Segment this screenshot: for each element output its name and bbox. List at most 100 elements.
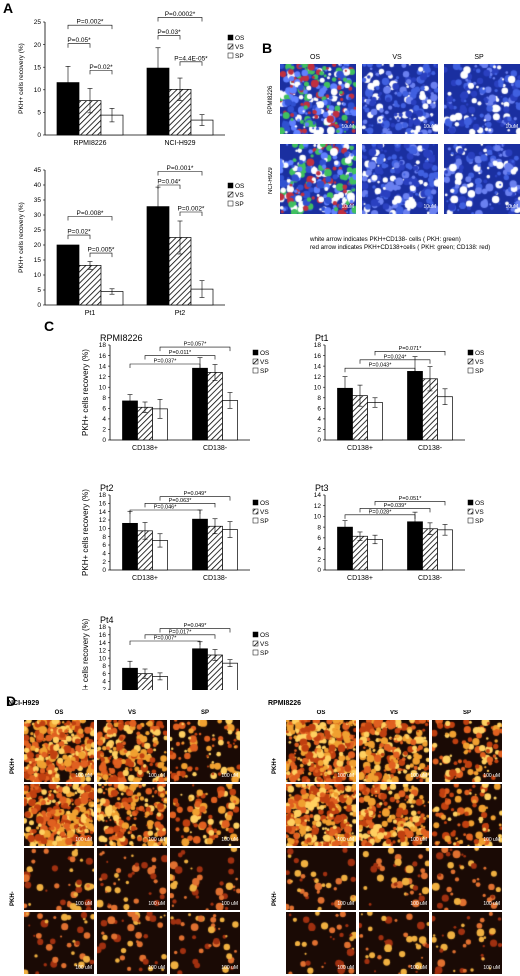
a1-category-label: RPMI8226 (73, 140, 106, 147)
c1-y-tick-label: 12 (99, 374, 107, 381)
c3-category-label: CD138- (203, 575, 228, 582)
panel-d-micrograph: 100 uM (170, 912, 240, 974)
a1-legend-label: SP (235, 53, 244, 60)
a2-significance-bracket (179, 211, 203, 216)
a2-significance-bracket (67, 234, 91, 240)
panel-d-micrograph: 100 uM (286, 912, 356, 974)
c1-y-axis-label: PKH+ cells recovery (%) (81, 349, 90, 436)
panel-d-micrograph: 100 uM (170, 784, 240, 846)
a1-y-tick-label: 25 (34, 19, 42, 26)
c5-bar-sp (222, 662, 238, 690)
panel-d-micrograph: 100 uM (97, 912, 167, 974)
c1-p-value: P=0.011* (169, 350, 192, 356)
a1-p-value: P=0.05* (67, 37, 91, 44)
c1-y-tick-label: 16 (99, 353, 107, 360)
a2-legend-label: OS (235, 183, 245, 190)
a1-legend-swatch (227, 34, 234, 41)
c2-significance-bracket (359, 359, 431, 364)
a2-legend-label: VS (235, 192, 244, 199)
c1-legend-label: VS (260, 359, 269, 366)
scale-bar-label: 100 uM (337, 965, 354, 971)
c3-y-tick-label: 14 (99, 509, 107, 516)
c5-y-tick-label: 18 (99, 624, 107, 631)
a2-bar-os (56, 244, 80, 306)
c5-legend-label: VS (260, 641, 269, 648)
c2-y-tick-label: 14 (314, 363, 322, 370)
c2-category-label: CD138+ (347, 445, 373, 452)
a2-y-tick-label: 40 (34, 182, 42, 189)
panel-d-micrograph: 100 uM (170, 848, 240, 910)
a1-legend-swatch (227, 43, 234, 50)
scale-bar-label: 100 uM (221, 773, 238, 779)
panel-d-micrograph: 100 uM (24, 848, 94, 910)
panel-b-caption-2: red arrow indicates PKH+CD138+cells ( PK… (310, 244, 491, 251)
panel-d-row-label: PKH- (10, 891, 16, 906)
a1-significance-bracket (157, 17, 203, 22)
c4-significance-bracket (374, 501, 446, 506)
a2-p-value: P=0.001* (167, 165, 194, 172)
panel-b-column-sp: SP (474, 54, 484, 61)
a2-y-tick-label: 30 (34, 212, 42, 219)
c4-y-tick-label: 10 (314, 514, 322, 521)
panel-b-column-vs: VS (392, 54, 402, 61)
a1-legend-swatch (227, 52, 234, 59)
c3-significance-bracket (144, 503, 216, 508)
c3-y-axis-label: PKH+ cells recovery (%) (81, 489, 90, 576)
a2-y-tick-label: 0 (37, 302, 41, 309)
scale-bar-label: 100 uM (148, 837, 165, 843)
c2-legend-label: VS (475, 359, 484, 366)
c3-legend-label: SP (260, 518, 269, 525)
c4-y-tick-label: 2 (317, 556, 321, 563)
c3-significance-bracket (159, 496, 231, 501)
a2-y-tick-label: 45 (34, 167, 42, 174)
panel-d-micrograph: 100 uM (432, 848, 502, 910)
c3-y-tick-label: 8 (102, 534, 106, 541)
c3-y-tick-label: 16 (99, 501, 107, 508)
a1-significance-bracket (89, 70, 113, 75)
c4-category-label: CD138+ (347, 575, 373, 582)
a2-p-value: P=0.02* (67, 229, 91, 236)
c3-legend-label: OS (260, 500, 270, 507)
panel-d-micrograph: 100 uM (286, 848, 356, 910)
scale-bar-label: 100 uM (337, 901, 354, 907)
c5-y-tick-label: 12 (99, 648, 107, 655)
scale-bar-label: 10uM (341, 204, 354, 210)
c2-p-value: P=0.071* (399, 346, 423, 352)
a1-y-tick-label: 5 (37, 110, 41, 117)
c1-p-value: P=0.057* (184, 342, 208, 348)
a2-significance-bracket (89, 252, 113, 258)
c1-y-tick-label: 4 (102, 416, 106, 423)
a2-legend-swatch (227, 191, 234, 198)
panel-d-micrograph: 100 uM (97, 720, 167, 782)
c2-title: Pt1 (315, 333, 329, 343)
c1-category-label: CD138- (203, 445, 228, 452)
panel-d-column-sp: SP (200, 710, 209, 716)
a1-y-tick-label: 15 (34, 64, 42, 71)
a2-y-tick-label: 25 (34, 227, 42, 234)
a2-p-value: P=0.002* (178, 206, 205, 213)
c4-title: Pt3 (315, 483, 329, 493)
c1-bar-vs (207, 372, 223, 441)
c4-y-tick-label: 12 (314, 503, 322, 510)
scale-bar-label: 10uM (423, 204, 436, 210)
panel-d-column-vs: VS (127, 710, 136, 716)
a2-p-value: P=0.008* (77, 210, 104, 217)
c1-legend-swatch (252, 367, 259, 374)
a1-p-value: P=0.0002* (165, 11, 196, 18)
panel-d-column-os: OS (316, 710, 326, 716)
c4-y-tick-label: 6 (317, 535, 321, 542)
scale-bar-label: 100 uM (483, 965, 500, 971)
panel-d-micrograph: 100 uM (432, 784, 502, 846)
c5-p-value: P=0.049* (184, 623, 208, 629)
c5-y-tick-label: 14 (99, 640, 107, 647)
c4-legend-swatch (467, 517, 474, 524)
panel-b-micrographs: OS VS SP RPMI8226 10uM 10uM 10uM NCI-H929 10uM 10… (268, 52, 520, 232)
scale-bar-label: 100 uM (410, 773, 427, 779)
panel-d-row-label: PKH+ (272, 757, 278, 774)
a2-significance-bracket (67, 216, 113, 221)
scale-bar-label: 10uM (505, 124, 518, 130)
c1-legend-swatch (252, 358, 259, 365)
a1-legend-label: VS (235, 44, 244, 51)
c3-y-tick-label: 2 (102, 559, 106, 566)
c1-p-value: P=0.037* (154, 359, 178, 365)
